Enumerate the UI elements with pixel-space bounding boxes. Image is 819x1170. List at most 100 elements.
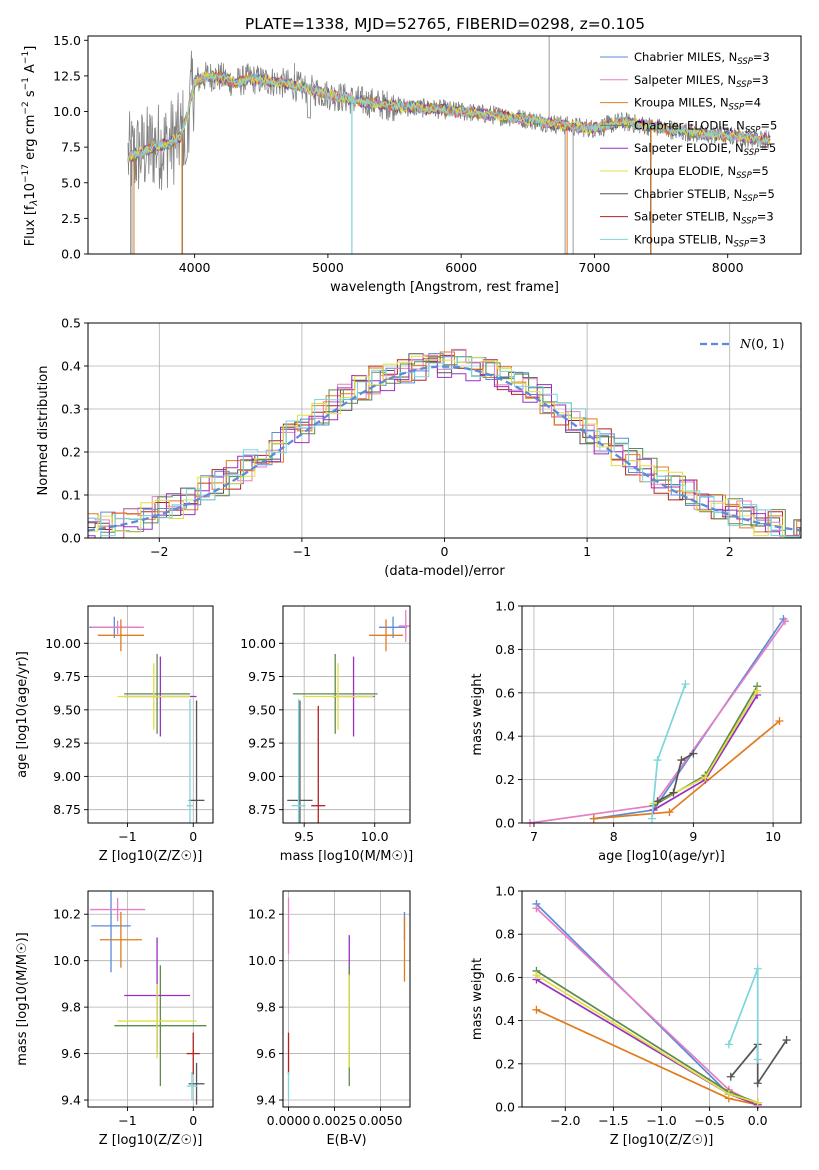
y-tick-label: 0.2 — [495, 1056, 515, 1071]
weight-point — [775, 717, 784, 726]
errorbar-point — [188, 700, 205, 823]
errorbar-point — [369, 619, 403, 652]
weight-point — [782, 1036, 791, 1045]
residual-histogram — [88, 356, 801, 538]
weight-point — [669, 788, 678, 797]
y-tick-label: 9.6 — [61, 1046, 81, 1061]
legend-label: Chabrier ELODIE, NSSP=5 — [634, 118, 777, 135]
weight-point — [753, 1055, 762, 1064]
weight-series-line — [593, 720, 781, 820]
y-tick-label: 8.75 — [248, 802, 276, 817]
weight-point — [647, 814, 656, 823]
y-tick-label: 2.5 — [61, 211, 81, 226]
legend-main: Salpeter MILES, N — [634, 73, 736, 87]
x-tick-label: 0.0000 — [267, 1113, 311, 1128]
y-tick-label: 9.25 — [53, 736, 81, 751]
age-vs-mass-frame: 9.5 10.0 8.75 9.00 9.25 9.50 9.75 10.00 mass [lo… — [240, 605, 413, 864]
x-tick-label: 9 — [689, 829, 697, 844]
weight-vs-Z-series — [532, 899, 791, 1109]
label-part: −2 — [21, 101, 31, 114]
weight-series-line — [730, 1039, 788, 1086]
legend-subscript: SSP — [736, 171, 752, 181]
y-tick-label: 0.4 — [61, 359, 81, 374]
errorbar-point — [99, 911, 142, 968]
y-tick-label: 10.0 — [248, 953, 276, 968]
x-tick-label: 9.5 — [294, 829, 314, 844]
errorbar-point — [311, 705, 326, 823]
mass-vs-Z-axes — [88, 891, 213, 1107]
errorbar-point — [89, 897, 146, 922]
age-vs-Z-points — [89, 616, 205, 823]
y-tick-label: 0.2 — [61, 445, 81, 460]
age-vs-Z-axes — [88, 606, 213, 823]
weight-point — [681, 680, 690, 689]
x-axis-label: mass [log10(M/M☉)] — [280, 849, 413, 864]
x-tick-label: 7000 — [579, 260, 611, 275]
mass-vs-Z-points — [89, 891, 207, 1105]
weight-point — [781, 617, 790, 626]
errorbar-point — [124, 653, 190, 734]
legend-label: Chabrier MILES, NSSP=3 — [634, 50, 770, 67]
age-vs-Z-frame: −1 0 8.75 9.00 9.25 9.50 9.75 10.00 Z [log10(Z/Z… — [45, 605, 214, 864]
y-axis-label: age [log10(age/yr)] — [15, 651, 30, 778]
errorbar-point — [292, 653, 378, 734]
weight-point — [753, 1079, 762, 1088]
legend-main: Kroupa MILES, N — [634, 96, 729, 110]
legend-label: Salpeter STELIB, NSSP=3 — [634, 210, 774, 227]
errorbar-point — [186, 1072, 198, 1101]
y-tick-label: 9.25 — [248, 736, 276, 751]
legend-suffix: =4 — [744, 96, 761, 110]
mass-vs-Z-frame: −1 0 9.4 9.6 9.8 10.0 10.2 Z [log10(Z/Z☉)] — [53, 890, 214, 1148]
y-tick-label: 9.75 — [248, 669, 276, 684]
weight-vs-age-series — [525, 615, 790, 827]
legend-subscript: SSP — [745, 125, 761, 135]
x-tick-label: 0 — [189, 1113, 197, 1128]
weight-point — [724, 1040, 733, 1049]
plot-frame — [87, 605, 214, 824]
legend-main: Kroupa STELIB, N — [634, 232, 734, 246]
legend-suffix: =3 — [753, 50, 770, 64]
errorbar-point — [91, 891, 131, 973]
y-tick-label: 0.2 — [495, 772, 515, 787]
y-tick-label: 12.5 — [53, 68, 81, 83]
weight-point — [724, 1090, 733, 1099]
weight-series-line — [529, 620, 786, 824]
x-tick-label: −0.5 — [694, 1113, 724, 1128]
plot-frame — [87, 35, 802, 255]
mass-vs-ebv-frame: 0.0000 0.0025 0.0050 9.4 9.6 9.8 10.0 10.2 E(B-V… — [248, 890, 411, 1148]
y-tick-label: 0.0 — [495, 816, 515, 831]
x-tick-label: 0.0025 — [313, 1113, 357, 1128]
x-tick-label: 8000 — [712, 260, 744, 275]
x-tick-label: 6000 — [445, 260, 477, 275]
x-tick-label: 10.0 — [361, 829, 389, 844]
y-tick-label: 0.5 — [61, 316, 81, 331]
label-part: erg cm — [23, 115, 38, 164]
weight-point — [653, 756, 662, 765]
normal-pdf-curve — [88, 365, 801, 532]
errorbar-point — [91, 620, 144, 634]
weight-point — [677, 756, 686, 765]
y-tick-label: 0.4 — [495, 729, 515, 744]
plot-frame — [282, 890, 411, 1108]
x-axis-label: Z [log10(Z/Z☉)] — [99, 849, 203, 864]
plot-frame — [282, 605, 411, 824]
errorbar-point — [117, 983, 197, 1059]
weight-point — [726, 1072, 735, 1081]
weight-point — [532, 971, 541, 980]
y-tick-label: 0.0 — [61, 247, 81, 262]
legend-label: Kroupa ELODIE, NSSP=5 — [634, 164, 769, 181]
y-tick-label: 9.8 — [256, 1000, 276, 1015]
y-tick-label: 10.2 — [248, 907, 276, 922]
y-tick-label: 9.00 — [53, 769, 81, 784]
weight-vs-age-frame: 7 8 9 10 0.0 0.2 0.4 0.6 0.8 1.0 age [log10(age/yr… — [495, 599, 802, 864]
legend-suffix: =3 — [757, 210, 774, 224]
y-tick-label: 0.4 — [495, 1013, 515, 1028]
weight-point — [753, 1098, 762, 1107]
legend-subscript: SSP — [729, 103, 745, 113]
legend-subscript: SSP — [737, 57, 753, 67]
model-spectrum — [127, 69, 771, 160]
mass-vs-ebv-points — [287, 897, 406, 1101]
label-part: 10 — [23, 183, 38, 200]
y-axis-label: mass weight — [470, 673, 485, 755]
